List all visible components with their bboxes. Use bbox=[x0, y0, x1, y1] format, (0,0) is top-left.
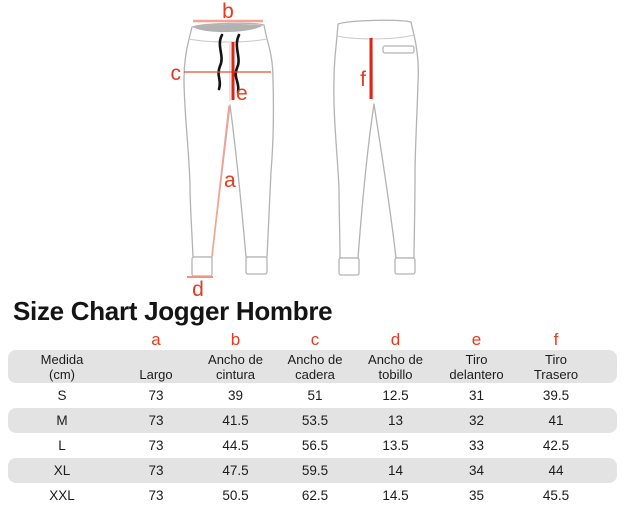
value-cell: 39.5 bbox=[542, 388, 570, 403]
table-row-xl: XL 73 47.5 59.5 14 34 44 bbox=[8, 458, 617, 483]
front-cuff-left bbox=[191, 256, 213, 277]
measure-label-f: f bbox=[360, 68, 366, 91]
value-cell: 51 bbox=[307, 388, 323, 403]
value-cell: 31 bbox=[468, 388, 485, 403]
column-letter-b: b bbox=[230, 330, 241, 349]
header-ancho-cadera: Ancho de cadera bbox=[287, 351, 343, 382]
header-ancho-tobillo: Ancho de tobillo bbox=[368, 351, 423, 382]
measure-label-d: d bbox=[192, 278, 204, 300]
value-cell: 42.5 bbox=[542, 438, 570, 453]
value-cell: 41.5 bbox=[222, 413, 249, 428]
value-cell: 34 bbox=[468, 463, 485, 478]
value-cell: 39 bbox=[227, 388, 244, 403]
measurement-labels: b c e a d f bbox=[171, 0, 367, 300]
size-cell: XXL bbox=[49, 488, 75, 503]
value-cell: 53.5 bbox=[301, 413, 329, 428]
value-cell: 73 bbox=[148, 388, 164, 403]
value-cell: 13.5 bbox=[382, 438, 409, 453]
value-cell: 62.5 bbox=[301, 488, 329, 503]
drawstring-right bbox=[234, 33, 241, 94]
jogger-front-view bbox=[183, 22, 275, 277]
value-cell: 73 bbox=[148, 463, 164, 478]
value-cell: 44 bbox=[548, 463, 564, 478]
page-title: Size Chart Jogger Hombre bbox=[13, 296, 333, 326]
size-table: a b c d e f Medida (cm) Largo Ancho de c… bbox=[8, 328, 617, 508]
value-cell: 44.5 bbox=[222, 438, 249, 453]
value-cell: 33 bbox=[468, 438, 485, 453]
size-cell: L bbox=[58, 438, 66, 453]
table-row-m: M 73 41.5 53.5 13 32 41 bbox=[8, 408, 617, 433]
front-cuff-right bbox=[245, 256, 268, 275]
table-row-l: L 73 44.5 56.5 13.5 33 42.5 bbox=[8, 433, 617, 458]
value-cell: 73 bbox=[148, 413, 164, 428]
value-cell: 14 bbox=[387, 463, 404, 478]
drawstring-left bbox=[217, 33, 224, 91]
header-tiro-trasero: Tiro Trasero bbox=[533, 351, 579, 382]
back-pocket bbox=[382, 45, 415, 54]
measurement-lines bbox=[184, 19, 373, 278]
value-cell: 14.5 bbox=[382, 488, 409, 503]
measure-line-a bbox=[211, 105, 230, 257]
size-cell: XL bbox=[53, 463, 71, 478]
column-letter-f: f bbox=[553, 330, 559, 349]
size-cell: M bbox=[56, 413, 68, 428]
column-letter-d: d bbox=[390, 330, 401, 349]
waistband-inner-shade bbox=[193, 23, 263, 33]
table-header-row: Medida (cm) Largo Ancho de cintura Ancho… bbox=[8, 350, 617, 383]
value-cell: 59.5 bbox=[301, 463, 329, 478]
back-silhouette bbox=[333, 19, 420, 259]
column-letter-c: c bbox=[310, 330, 320, 349]
table-row-xxl: XXL 73 50.5 62.5 14.5 35 45.5 bbox=[8, 483, 617, 508]
back-cuff-right bbox=[394, 257, 416, 275]
header-largo: Largo bbox=[139, 366, 173, 382]
value-cell: 41 bbox=[548, 413, 564, 428]
jogger-diagram: b c e a d f bbox=[171, 0, 420, 300]
measure-label-b: b bbox=[222, 0, 234, 23]
measure-label-e: e bbox=[236, 82, 248, 105]
header-ancho-cintura: Ancho de cintura bbox=[208, 351, 263, 382]
back-waistband-seam bbox=[336, 34, 415, 40]
value-cell: 32 bbox=[468, 413, 485, 428]
value-cell: 45.5 bbox=[542, 488, 570, 503]
size-cell: S bbox=[57, 388, 67, 403]
front-silhouette bbox=[183, 22, 275, 258]
header-tiro-delantero: Tiro delantero bbox=[449, 351, 504, 382]
value-cell: 35 bbox=[468, 488, 485, 503]
back-cuff-left bbox=[338, 257, 360, 276]
jogger-back-view bbox=[333, 19, 420, 276]
header-medida: Medida (cm) bbox=[40, 351, 84, 382]
measure-label-c: c bbox=[171, 62, 182, 85]
waistband-bottom-seam bbox=[188, 38, 268, 43]
table-row-s: S 73 39 51 12.5 31 39.5 bbox=[8, 383, 617, 408]
column-letter-row: a b c d e f bbox=[8, 328, 617, 350]
measure-label-a: a bbox=[224, 169, 236, 192]
value-cell: 12.5 bbox=[382, 388, 409, 403]
column-letter-e: e bbox=[471, 330, 482, 349]
value-cell: 73 bbox=[148, 438, 164, 453]
value-cell: 50.5 bbox=[222, 488, 249, 503]
value-cell: 73 bbox=[148, 488, 164, 503]
value-cell: 13 bbox=[387, 413, 404, 428]
value-cell: 47.5 bbox=[222, 463, 249, 478]
column-letter-a: a bbox=[151, 330, 161, 349]
value-cell: 56.5 bbox=[301, 438, 329, 453]
